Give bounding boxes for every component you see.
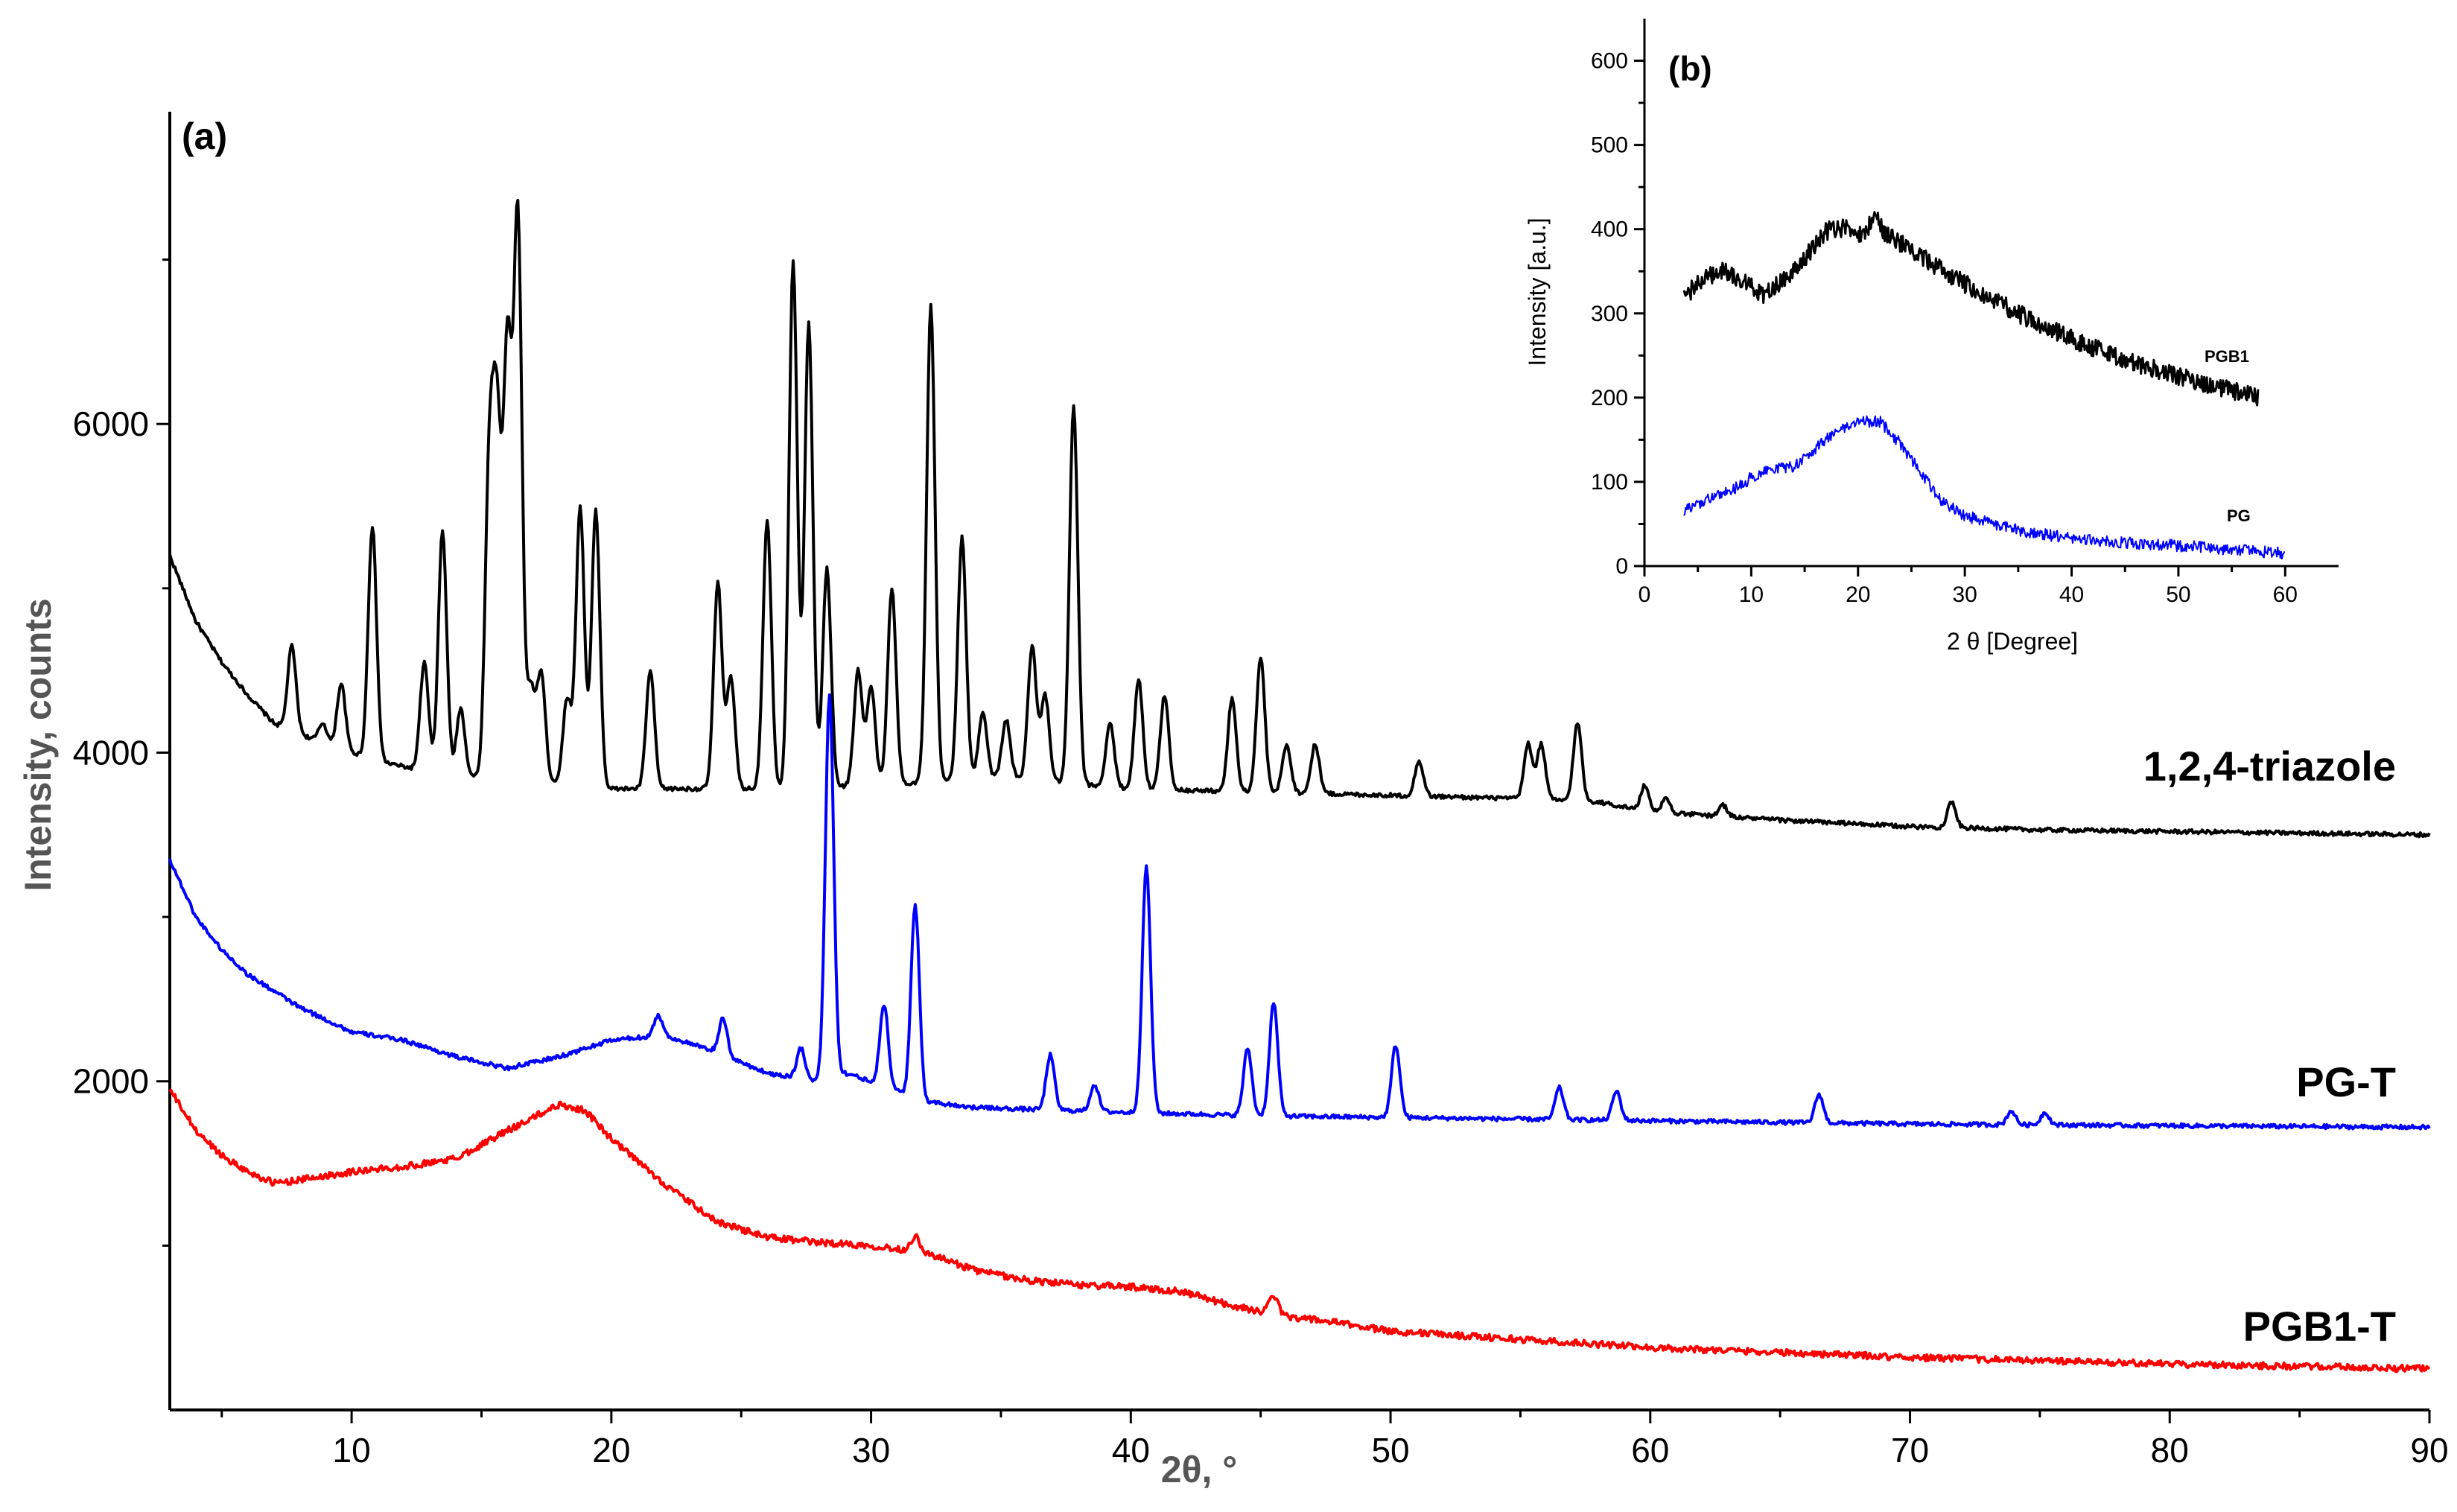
panel-a-x-tick-label: 10 bbox=[333, 1431, 371, 1470]
panel-a-y-ticks: 2000 4000 6000 bbox=[73, 258, 170, 1247]
panel-a-y-axis-title: Intensity, counts bbox=[17, 598, 59, 892]
series-label-triazole: 1,2,4-triazole bbox=[2143, 743, 2396, 790]
panel-a-y-tick-label: 6000 bbox=[73, 404, 149, 443]
panel-b-y-axis-title: Intensity [a.u.] bbox=[1524, 217, 1551, 366]
panel-b-series-line bbox=[1682, 211, 2260, 407]
panel-b-inset: 0 10 20 30 40 50 60 0 100 200 300 400 500 600 (b) 2 … bbox=[1524, 19, 2339, 655]
panel-b-y-tick-label: 500 bbox=[1591, 133, 1628, 158]
series-label-pg: PG bbox=[2227, 506, 2251, 525]
panel-a-x-tick-label: 40 bbox=[1112, 1431, 1150, 1470]
panel-a-x-tick-label: 20 bbox=[592, 1431, 630, 1470]
panel-b-y-tick-label: 200 bbox=[1591, 386, 1628, 410]
panel-b-x-tick-label: 50 bbox=[2166, 582, 2190, 607]
series-label-pg-t: PG-T bbox=[2296, 1058, 2396, 1105]
panel-b-series bbox=[1682, 211, 2286, 560]
panel-b-x-tick-label: 60 bbox=[2273, 582, 2298, 607]
panel-b-x-tick-label: 40 bbox=[2059, 582, 2084, 607]
panel-a-x-tick-label: 50 bbox=[1371, 1431, 1409, 1470]
panel-a-series-line bbox=[168, 1087, 2431, 1373]
panel-b-x-tick-label: 20 bbox=[1846, 582, 1870, 607]
panel-b-x-tick-label: 10 bbox=[1739, 582, 1764, 607]
panel-b-x-tick-label: 30 bbox=[1952, 582, 1977, 607]
panel-a-x-tick-label: 80 bbox=[2151, 1431, 2189, 1470]
panel-b-y-ticks: 0 100 200 300 400 500 600 bbox=[1591, 49, 1644, 579]
series-label-pgb1-t: PGB1-T bbox=[2243, 1303, 2396, 1350]
panel-b-y-tick-label: 100 bbox=[1591, 470, 1628, 495]
panel-b-y-tick-label: 300 bbox=[1591, 302, 1628, 326]
panel-b-y-tick-label: 400 bbox=[1591, 217, 1628, 242]
panel-b-y-tick-label: 0 bbox=[1615, 554, 1628, 579]
panel-b-x-tick-label: 0 bbox=[1638, 582, 1651, 607]
panel-a-x-tick-label: 90 bbox=[2410, 1431, 2448, 1470]
panel-a-label: (a) bbox=[182, 115, 227, 157]
panel-b-x-axis-title: 2 θ [Degree] bbox=[1947, 628, 2078, 655]
panel-a-y-tick-label: 2000 bbox=[73, 1062, 149, 1101]
series-label-pgb1: PGB1 bbox=[2205, 347, 2249, 366]
panel-a-series bbox=[168, 199, 2431, 1373]
panel-a-x-tick-label: 60 bbox=[1631, 1431, 1669, 1470]
panel-a-x-tick-label: 70 bbox=[1891, 1431, 1929, 1470]
panel-a-series-line bbox=[168, 199, 2431, 839]
panel-a-x-tick-label: 30 bbox=[852, 1431, 890, 1470]
panel-a-x-axis-title: 2θ, ° bbox=[1161, 1449, 1238, 1490]
panel-a-series-line bbox=[168, 693, 2431, 1131]
panel-b-label: (b) bbox=[1668, 49, 1712, 88]
panel-b-y-tick-label: 600 bbox=[1591, 49, 1628, 74]
panel-a-x-ticks: 10 20 30 40 50 60 70 80 90 bbox=[220, 1410, 2449, 1470]
panel-b-series-line bbox=[1683, 415, 2286, 560]
panel-a-y-tick-label: 4000 bbox=[73, 733, 149, 772]
panel-b-x-ticks: 0 10 20 30 40 50 60 bbox=[1638, 566, 2298, 607]
